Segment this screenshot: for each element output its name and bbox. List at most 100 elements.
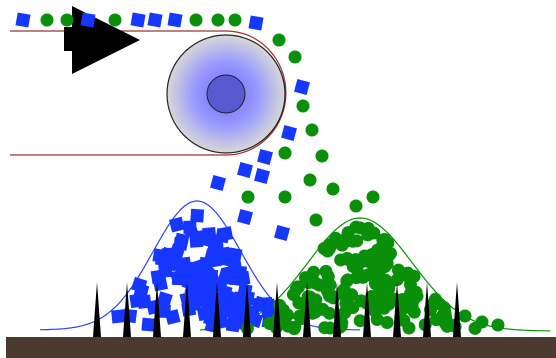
green-round-particle	[393, 266, 407, 280]
green-round-particle	[340, 274, 354, 288]
spike	[123, 282, 131, 337]
blue-square-particle	[225, 271, 240, 286]
blue-square-particle	[111, 309, 126, 324]
green-round-particle	[338, 306, 352, 320]
blue-square-particle	[158, 263, 173, 278]
blue-square-particle	[217, 287, 233, 303]
green-round-particle	[286, 288, 300, 302]
green-round-particle	[352, 267, 366, 281]
green-round-particle	[388, 292, 402, 306]
green-round-particle	[475, 315, 489, 329]
green-round-particle	[491, 318, 505, 332]
green-round-particle	[368, 277, 382, 291]
drum-hub	[206, 74, 246, 114]
blue-square-particle	[147, 12, 163, 28]
green-round-particle	[305, 123, 319, 137]
blue-square-particle	[254, 168, 270, 184]
green-round-particle	[276, 303, 290, 317]
blue-square-particle	[207, 252, 223, 268]
green-round-particle	[296, 99, 310, 113]
green-round-particle	[315, 149, 329, 163]
blue-square-particle	[130, 12, 146, 28]
blue-square-particle	[190, 208, 205, 223]
green-round-particle	[309, 213, 323, 227]
green-round-particle	[307, 265, 321, 279]
blue-square-particle	[15, 12, 31, 28]
blue-square-particle	[237, 209, 253, 225]
ground	[6, 337, 556, 358]
spike	[363, 282, 371, 337]
feed-arrow	[64, 6, 140, 74]
green-round-particle	[309, 276, 323, 290]
green-round-particle	[337, 287, 351, 301]
blue-square-particle	[141, 317, 156, 332]
spike	[183, 282, 191, 337]
green-round-particle	[403, 277, 417, 291]
green-round-particle	[458, 309, 472, 323]
spike	[93, 282, 101, 337]
blue-square-particle	[294, 79, 310, 95]
green-round-particle	[349, 199, 363, 213]
green-round-particle	[438, 306, 452, 320]
green-round-particle	[349, 220, 363, 234]
blue-square-particle	[164, 309, 181, 325]
green-round-particle	[293, 309, 307, 323]
blue-square-particle	[210, 175, 226, 191]
blue-square-particle	[200, 302, 217, 319]
green-round-particle	[281, 319, 295, 333]
blue-square-particle	[248, 15, 264, 31]
blue-square-particle	[169, 269, 186, 286]
blue-square-particle	[174, 232, 190, 249]
blue-square-particle	[181, 274, 199, 291]
green-round-particle	[322, 306, 336, 320]
green-round-particle	[380, 315, 394, 329]
spike	[153, 282, 161, 337]
conveyor-belt	[10, 30, 287, 156]
blue-square-particle	[259, 296, 273, 311]
spike	[273, 282, 281, 337]
green-round-particle	[366, 259, 380, 273]
green-round-particle	[353, 314, 367, 328]
green-round-particle	[278, 146, 292, 160]
green-round-particle	[189, 13, 203, 27]
green-round-particle	[366, 190, 380, 204]
green-round-particle	[438, 317, 452, 331]
blue-square-particle	[218, 251, 235, 267]
green-round-particle	[406, 293, 420, 307]
green-round-particle	[377, 236, 391, 250]
blue-square-particle	[229, 292, 243, 307]
green-round-particle	[108, 13, 122, 27]
blue-square-particle	[129, 293, 145, 309]
blue-square-particle	[156, 291, 173, 308]
green-round-particle	[326, 182, 340, 196]
green-round-particle	[323, 278, 337, 292]
particles	[15, 12, 505, 336]
green-round-particle	[361, 221, 375, 235]
spike	[213, 282, 221, 337]
blue-square-particle	[198, 291, 214, 307]
green-round-particle	[228, 13, 242, 27]
blue-square-particle	[214, 228, 231, 244]
spike	[333, 282, 341, 337]
green-round-particle	[60, 13, 74, 27]
green-round-particle	[211, 13, 225, 27]
blue-square-particle	[183, 220, 197, 234]
blue-square-particle	[274, 225, 290, 241]
spike	[453, 282, 461, 337]
blue-square-particle	[200, 231, 217, 248]
blue-square-particle	[168, 216, 185, 233]
blue-square-particle	[167, 12, 183, 28]
blue-square-particle	[257, 149, 273, 165]
green-round-particle	[40, 13, 54, 27]
blue-square-particle	[80, 12, 96, 28]
green-round-particle	[370, 312, 384, 326]
green-round-particle	[241, 190, 255, 204]
green-round-particle	[309, 293, 323, 307]
green-round-particle	[272, 33, 286, 47]
spike	[423, 282, 431, 337]
green-round-particle	[346, 234, 360, 248]
blue-square-particle	[171, 257, 185, 272]
spike-row	[93, 282, 461, 337]
